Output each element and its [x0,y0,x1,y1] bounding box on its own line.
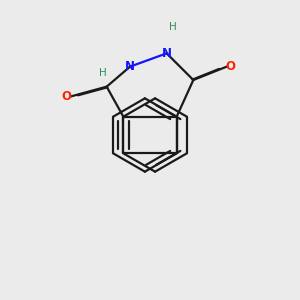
Text: O: O [225,60,235,73]
Text: N: N [162,47,172,60]
Text: H: H [169,22,177,32]
Text: N: N [125,60,135,73]
Text: O: O [62,90,72,103]
Text: H: H [100,68,107,78]
